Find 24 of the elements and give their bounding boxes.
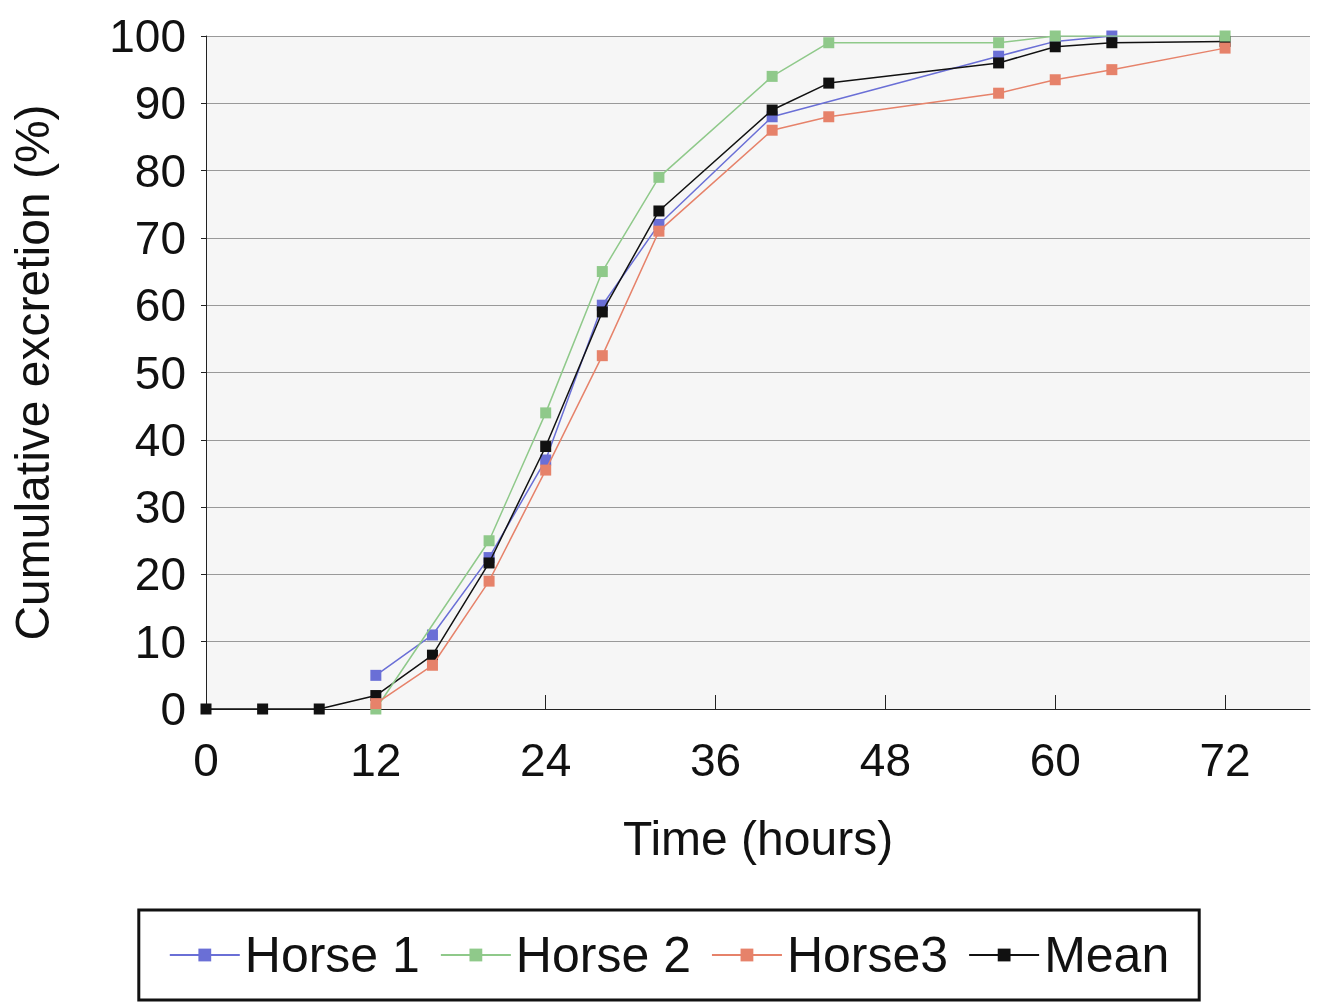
y-tick-label: 50	[134, 346, 186, 399]
y-tick-label: 30	[134, 481, 186, 534]
legend-label: Horse 2	[515, 927, 691, 983]
x-tick-label: 0	[193, 734, 219, 786]
legend-label: Horse 1	[244, 927, 420, 983]
x-tick-label: 48	[859, 734, 911, 786]
x-tick-label: 60	[1029, 734, 1081, 786]
x-tick-label: 72	[1199, 734, 1251, 786]
x-tick-label: 12	[350, 734, 402, 786]
y-tick-label: 80	[134, 144, 186, 197]
legend-label: Horse3	[786, 927, 949, 983]
x-axis-title: Time (hours)	[622, 811, 894, 865]
y-tick-label: 60	[134, 279, 186, 332]
x-tick-label: 24	[520, 734, 572, 786]
y-tick-label: 90	[134, 77, 186, 130]
y-tick-label: 100	[109, 10, 186, 62]
y-tick-label: 20	[134, 548, 186, 601]
y-tick-label: 40	[134, 413, 186, 466]
y-tick-label: 10	[134, 615, 186, 668]
y-axis-title: Cumulative excretion (%)	[5, 104, 59, 641]
y-tick-label: 70	[134, 211, 186, 264]
legend-label: Mean	[1044, 927, 1170, 983]
y-tick-label: 0	[160, 683, 186, 735]
x-tick-label: 36	[689, 734, 742, 786]
